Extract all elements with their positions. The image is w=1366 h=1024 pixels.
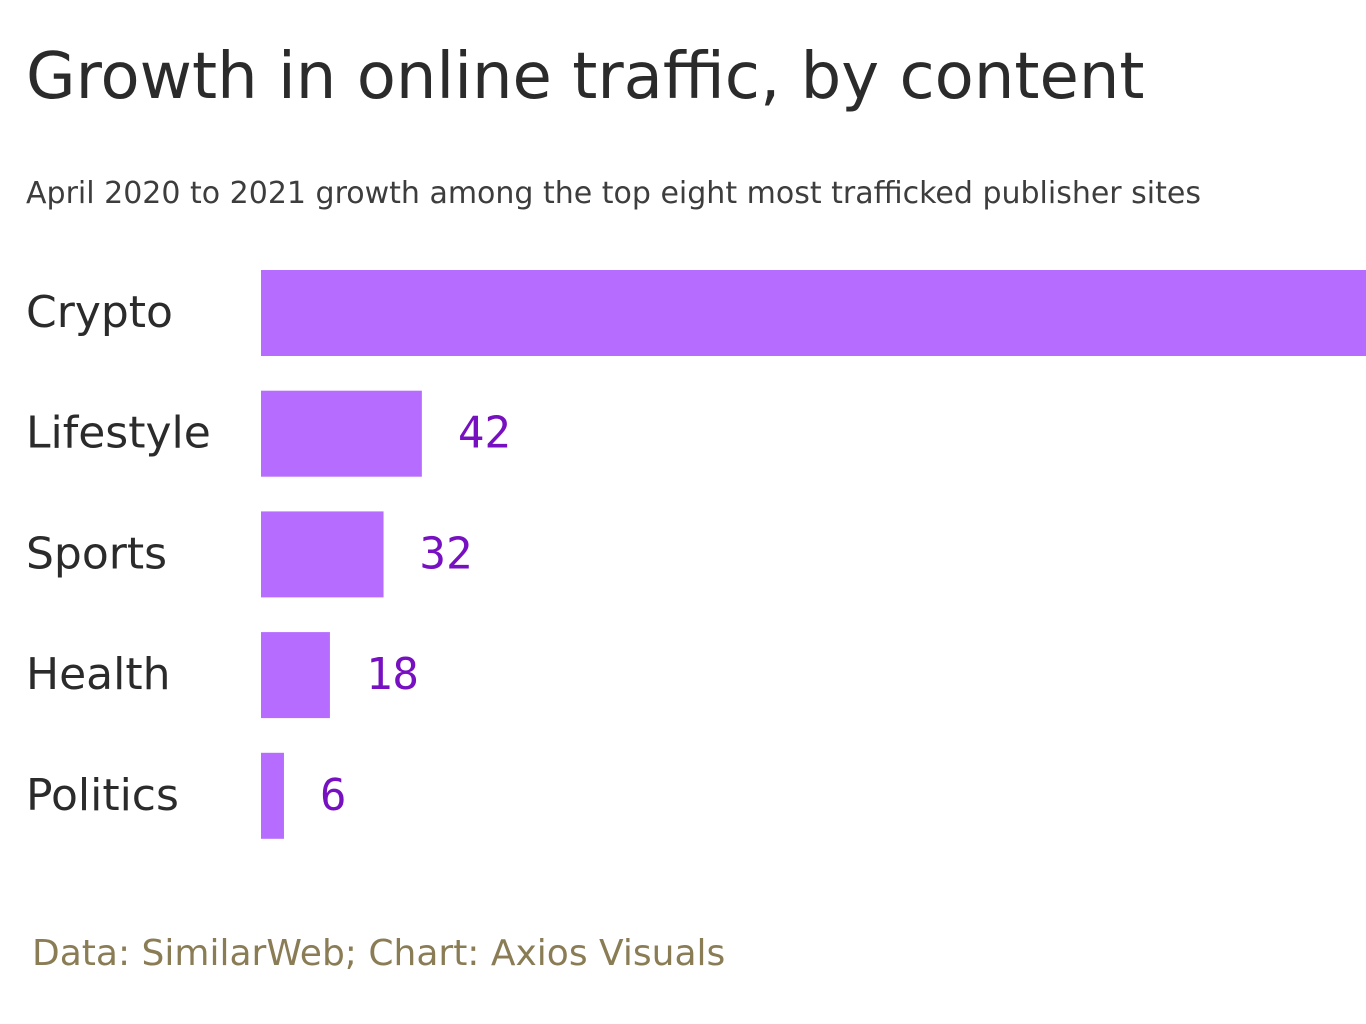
bar — [261, 390, 422, 477]
bar — [261, 270, 1366, 356]
value-label: 42 — [458, 408, 511, 459]
category-label: Crypto — [26, 287, 173, 338]
value-label: 18 — [366, 649, 419, 700]
bar — [261, 632, 330, 719]
category-label: Politics — [26, 770, 179, 821]
source-note: Data: SimilarWeb; Chart: Axios Visuals — [32, 933, 725, 974]
category-label: Health — [26, 649, 170, 700]
bar — [261, 511, 384, 598]
chart-subtitle: April 2020 to 2021 growth among the top … — [26, 176, 1201, 211]
bar — [261, 752, 284, 839]
category-label: Lifestyle — [26, 408, 211, 459]
category-label: Sports — [26, 528, 167, 579]
value-label: 6 — [320, 770, 347, 821]
chart-title: Growth in online traffic, by content — [26, 40, 1145, 114]
value-label: 32 — [420, 528, 473, 579]
